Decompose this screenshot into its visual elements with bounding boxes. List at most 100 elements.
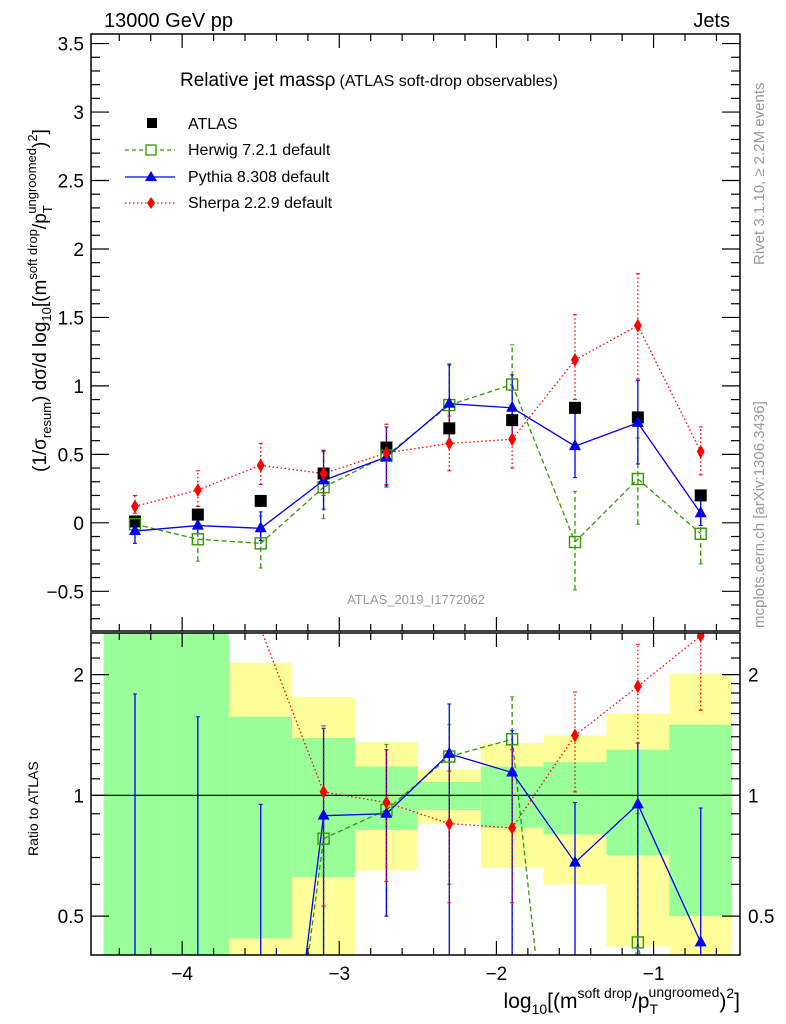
pythia-point bbox=[129, 524, 141, 536]
sherpa-point bbox=[508, 432, 517, 447]
legend-label: Pythia 8.308 default bbox=[188, 169, 330, 186]
pythia-point bbox=[380, 806, 393, 818]
sherpa-line bbox=[637, 635, 702, 687]
pythia-line bbox=[574, 422, 639, 447]
ratio-plot-marks bbox=[133, 633, 707, 955]
herwig-line bbox=[260, 486, 325, 544]
sherpa-line bbox=[386, 442, 450, 454]
herwig-point bbox=[631, 936, 645, 949]
title-sub: (ATLAS soft-drop observables) bbox=[339, 73, 557, 90]
legend-label: Herwig 7.2.1 default bbox=[188, 142, 331, 159]
herwig-point bbox=[505, 378, 519, 391]
sherpa-line bbox=[134, 489, 199, 508]
y-tick-label: 1 bbox=[73, 377, 84, 398]
sherpa-line bbox=[197, 464, 261, 491]
sherpa-point bbox=[696, 444, 705, 459]
ratio-y-tick-label: 1 bbox=[73, 786, 84, 807]
sherpa-point bbox=[571, 352, 579, 367]
herwig-point bbox=[505, 733, 519, 746]
pythia-point bbox=[631, 797, 644, 809]
x-tick-label: −3 bbox=[328, 964, 350, 985]
sherpa-line bbox=[449, 823, 513, 829]
atlas-data-point bbox=[694, 489, 707, 502]
atlas-data-point bbox=[254, 494, 267, 507]
atlas-data-point bbox=[506, 414, 519, 427]
ratio-y-tick-label-right: 0.5 bbox=[748, 907, 774, 928]
title-main: Relative jet massρ bbox=[180, 70, 336, 91]
pythia-line bbox=[197, 524, 261, 529]
sherpa-point bbox=[131, 499, 139, 514]
sherpa-line bbox=[323, 452, 387, 475]
herwig-line bbox=[511, 384, 576, 543]
x-tick-label: −1 bbox=[643, 964, 665, 985]
sherpa-line bbox=[574, 325, 639, 361]
herwig-point bbox=[191, 533, 205, 546]
herwig-line bbox=[197, 538, 261, 545]
pythia-point bbox=[443, 746, 456, 758]
y-axis-label: (1/σresum) dσ/d log10[(msoft drop/pTungr… bbox=[24, 129, 55, 472]
x-tick-label: −2 bbox=[486, 964, 508, 985]
herwig-line bbox=[134, 523, 199, 540]
pythia-line bbox=[574, 803, 639, 864]
sherpa-point bbox=[633, 318, 642, 333]
pythia-line bbox=[134, 524, 198, 532]
herwig-line bbox=[449, 738, 513, 758]
legend-item-atlas: ATLAS bbox=[147, 116, 238, 133]
herwig-point bbox=[631, 472, 645, 486]
y-tick-label: 1.5 bbox=[58, 308, 84, 329]
pythia-line bbox=[305, 815, 325, 955]
sherpa-line bbox=[386, 801, 450, 825]
sherpa-line bbox=[574, 685, 639, 737]
y-tick-label: −0.5 bbox=[46, 582, 84, 603]
ratio-y-tick-label-right: 1 bbox=[748, 786, 759, 807]
legend-label: ATLAS bbox=[188, 116, 238, 133]
herwig-line bbox=[307, 838, 325, 955]
legend: ATLAS Herwig 7.2.1 default Pythia 8.308 … bbox=[125, 116, 333, 212]
x-axis-label: log10[(msoft drop/pTungroomed)2] bbox=[504, 984, 740, 1017]
sherpa-line bbox=[511, 359, 576, 440]
pythia-point bbox=[506, 400, 519, 412]
legend-item-herwig: Herwig 7.2.1 default bbox=[125, 142, 331, 159]
atlas-data-point bbox=[569, 401, 581, 414]
plot-title: Relative jet massρ (ATLAS soft-drop obser… bbox=[180, 70, 558, 91]
herwig-point bbox=[254, 537, 267, 550]
header-right: Jets bbox=[693, 10, 730, 32]
pythia-line bbox=[385, 753, 450, 815]
sherpa-point bbox=[193, 482, 202, 497]
pythia-point bbox=[569, 855, 581, 867]
sherpa-point bbox=[319, 466, 328, 481]
y-tick-label: 2.5 bbox=[58, 172, 84, 193]
atlas-data-point bbox=[191, 508, 204, 521]
sherpa-line bbox=[261, 633, 325, 793]
sherpa-line bbox=[323, 791, 387, 804]
ratio-y-tick-label: 0.5 bbox=[58, 907, 84, 928]
legend-label: Sherpa 2.2.9 default bbox=[188, 195, 333, 212]
sherpa-line bbox=[260, 464, 324, 475]
analysis-watermark: ATLAS_2019_I1772062 bbox=[347, 592, 485, 607]
x-tick-label: −4 bbox=[171, 964, 193, 985]
y-tick-label: 2 bbox=[73, 240, 84, 261]
sherpa-point bbox=[633, 679, 642, 694]
sherpa-point bbox=[445, 436, 454, 451]
main-frame bbox=[90, 33, 741, 632]
pythia-point bbox=[506, 765, 519, 777]
herwig-line bbox=[574, 478, 639, 543]
pythia-line bbox=[449, 403, 513, 409]
herwig-point bbox=[568, 535, 582, 549]
ratio-uncertainty-bands bbox=[91, 633, 740, 955]
sherpa-point bbox=[508, 820, 517, 835]
herwig-line bbox=[449, 383, 513, 406]
pythia-line bbox=[323, 813, 387, 817]
sherpa-line bbox=[449, 438, 513, 445]
pythia-point bbox=[317, 808, 330, 820]
pythia-point bbox=[569, 439, 581, 451]
sherpa-point bbox=[319, 784, 328, 799]
ratio-y-tick-label-right: 2 bbox=[748, 666, 759, 687]
legend-item-pythia: Pythia 8.308 default bbox=[125, 169, 330, 186]
pythia-line bbox=[386, 403, 450, 458]
pythia-point bbox=[694, 506, 707, 518]
sherpa-point bbox=[382, 445, 391, 460]
herwig-point bbox=[317, 832, 330, 845]
ratio-y-tick-label: 2 bbox=[73, 666, 84, 687]
